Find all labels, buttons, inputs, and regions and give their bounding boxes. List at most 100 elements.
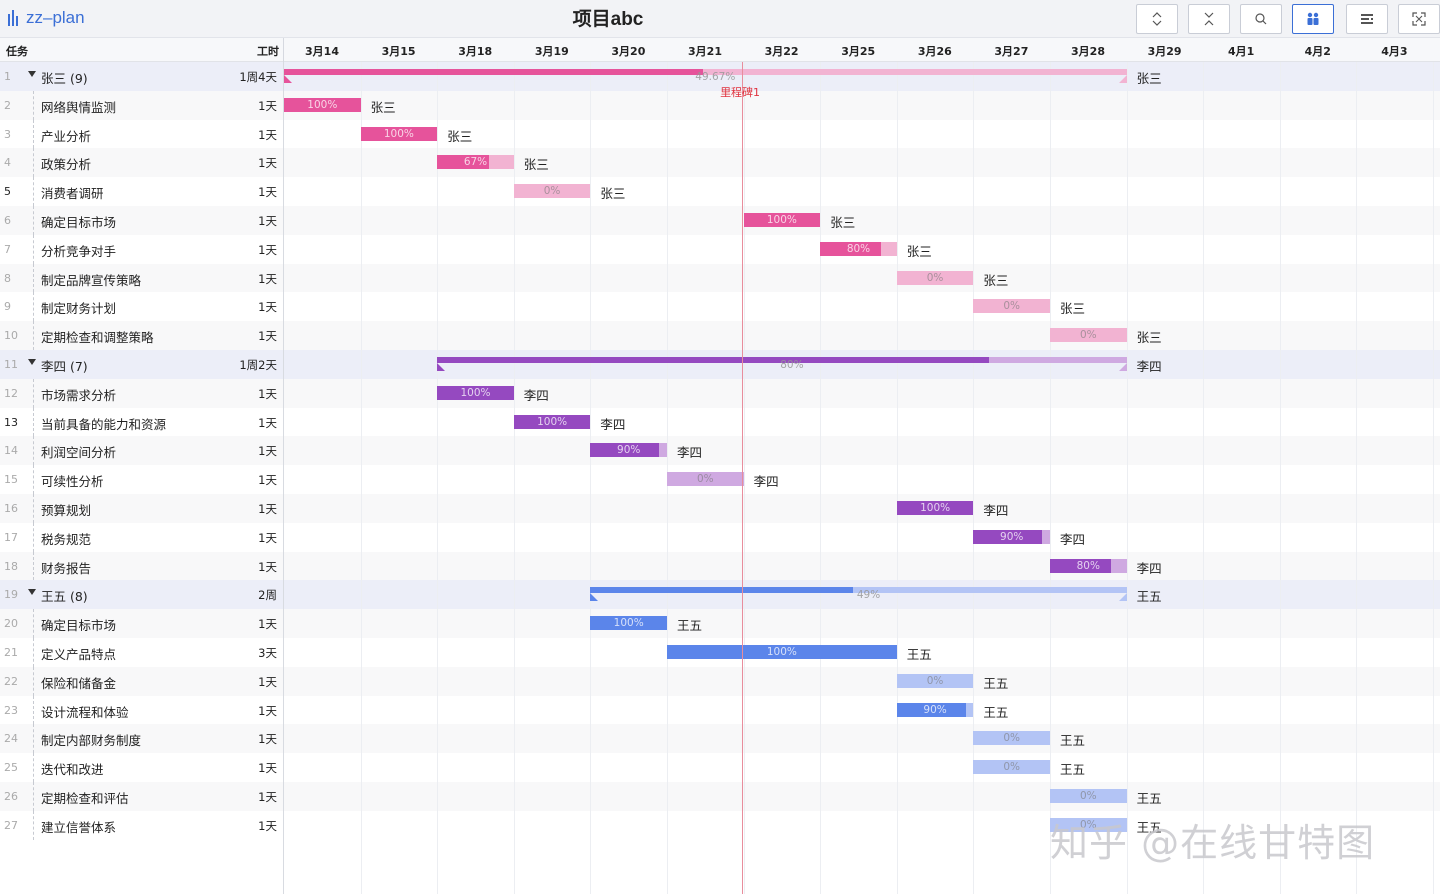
task-bar[interactable]: 0% — [1050, 328, 1127, 343]
group-name[interactable]: 王五 (8) — [41, 589, 88, 605]
task-bar[interactable]: 100% — [284, 97, 361, 112]
task-row[interactable]: 10 定期检查和调整策略 1天 — [0, 321, 283, 350]
task-bar[interactable]: 100% — [667, 645, 897, 659]
task-row[interactable]: 5 消费者调研 1天 — [0, 177, 283, 206]
task-row[interactable]: 20 确定目标市场 1天 — [0, 609, 283, 638]
date-header[interactable]: 3月15 — [381, 45, 416, 58]
task-name[interactable]: 确定目标市场 — [41, 215, 117, 230]
task-bar[interactable]: 100% — [437, 385, 514, 400]
task-row[interactable]: 24 制定内部财务制度 1天 — [0, 724, 283, 754]
task-bar[interactable]: 100% — [513, 414, 591, 429]
task-bar[interactable]: 0% — [896, 270, 974, 285]
task-name[interactable]: 制定内部财务制度 — [41, 733, 142, 749]
summary-bar[interactable] — [590, 587, 1127, 602]
group-name[interactable]: 张三 (9) — [41, 71, 88, 86]
task-bar[interactable]: 90% — [973, 529, 1050, 544]
search-button[interactable] — [1240, 4, 1282, 34]
task-column-header[interactable]: 任务 — [6, 45, 28, 58]
task-row[interactable]: 12 市场需求分析 1天 — [0, 378, 283, 408]
app-logo[interactable]: zz–plan — [8, 8, 85, 28]
task-bar[interactable]: 0% — [1050, 817, 1127, 832]
date-header[interactable]: 4月3 — [1381, 45, 1408, 58]
work-column-header[interactable]: 工时 — [257, 45, 279, 58]
date-header[interactable]: 3月14 — [305, 45, 339, 58]
task-bar[interactable]: 80% — [1050, 558, 1127, 573]
task-bar[interactable]: 0% — [1050, 789, 1127, 803]
task-name[interactable]: 财务报告 — [41, 560, 92, 576]
task-row[interactable]: 17 税务规范 1天 — [0, 522, 283, 552]
task-row[interactable]: 6 确定目标市场 1天 — [0, 206, 283, 235]
task-bar[interactable]: 100% — [896, 501, 974, 515]
collapse-all-button[interactable] — [1188, 4, 1230, 34]
task-bar[interactable]: 100% — [590, 616, 667, 631]
task-row[interactable]: 3 产业分析 1天 — [0, 119, 283, 149]
task-bar[interactable]: 100% — [360, 126, 438, 141]
task-row[interactable]: 13 当前具备的能力和资源 1天 — [0, 407, 283, 437]
fullscreen-button[interactable] — [1398, 4, 1440, 34]
task-name[interactable]: 预算规划 — [41, 503, 92, 518]
task-name[interactable]: 定义产品特点 — [41, 647, 117, 662]
date-header[interactable]: 3月27 — [994, 45, 1029, 58]
task-bar[interactable]: 80% — [820, 241, 897, 256]
task-name[interactable]: 利润空间分析 — [41, 445, 117, 461]
task-bar[interactable]: 90% — [896, 702, 974, 717]
task-row[interactable]: 16 预算规划 1天 — [0, 494, 283, 523]
caret-down-icon[interactable] — [28, 589, 36, 596]
group-row[interactable]: 19 王五 (8) 2周 — [0, 580, 283, 610]
expand-all-button[interactable] — [1136, 4, 1178, 34]
task-name[interactable]: 制定财务计划 — [41, 301, 117, 317]
task-row[interactable]: 25 迭代和改进 1天 — [0, 753, 283, 782]
date-header[interactable]: 3月19 — [534, 45, 569, 58]
resource-view-button[interactable] — [1292, 4, 1334, 34]
date-header[interactable]: 4月1 — [1228, 45, 1255, 58]
task-bar[interactable]: 0% — [513, 184, 591, 199]
task-name[interactable]: 政策分析 — [41, 157, 92, 173]
task-name[interactable]: 建立信誉体系 — [41, 819, 117, 835]
task-name[interactable]: 迭代和改进 — [41, 762, 104, 778]
date-header[interactable]: 3月26 — [917, 45, 952, 58]
task-bar[interactable]: 0% — [667, 472, 744, 487]
date-header[interactable]: 3月29 — [1147, 45, 1182, 58]
task-bar[interactable]: 67% — [437, 155, 514, 170]
task-row[interactable]: 8 制定品牌宣传策略 1天 — [0, 263, 283, 293]
task-row[interactable]: 27 建立信誉体系 1天 — [0, 810, 283, 840]
column-divider[interactable] — [283, 38, 284, 62]
task-bar[interactable]: 0% — [973, 760, 1050, 775]
date-header[interactable]: 3月21 — [688, 45, 722, 58]
date-header[interactable]: 3月22 — [764, 45, 799, 58]
caret-down-icon[interactable] — [28, 359, 36, 365]
group-name[interactable]: 李四 (7) — [41, 359, 88, 374]
task-name[interactable]: 税务规范 — [41, 531, 92, 547]
task-name[interactable]: 当前具备的能力和资源 — [41, 416, 167, 432]
task-row[interactable]: 15 可续性分析 1天 — [0, 465, 283, 494]
task-row[interactable]: 26 定期检查和评估 1天 — [0, 782, 283, 811]
task-bar[interactable]: 0% — [896, 673, 974, 688]
task-row[interactable]: 2 网络舆情监测 1天 — [0, 90, 283, 120]
task-bar[interactable]: 100% — [743, 213, 821, 227]
task-name[interactable]: 产业分析 — [41, 128, 92, 144]
group-row[interactable]: 1 张三 (9) 1周4天 — [0, 62, 283, 91]
summary-bar[interactable] — [437, 357, 1127, 371]
date-header[interactable]: 3月20 — [611, 45, 646, 58]
task-name[interactable]: 保险和储备金 — [41, 675, 117, 691]
task-name[interactable]: 定期检查和调整策略 — [41, 330, 154, 346]
task-row[interactable]: 23 设计流程和体验 1天 — [0, 695, 283, 725]
task-name[interactable]: 可续性分析 — [41, 474, 104, 490]
task-row[interactable]: 9 制定财务计划 1天 — [0, 292, 283, 322]
milestone-label[interactable]: 里程碑1 — [720, 86, 761, 99]
task-name[interactable]: 确定目标市场 — [41, 618, 117, 634]
task-row[interactable]: 4 政策分析 1天 — [0, 148, 283, 178]
task-bar[interactable]: 0% — [973, 299, 1050, 314]
columns-button[interactable] — [1346, 4, 1388, 34]
task-name[interactable]: 制定品牌宣传策略 — [41, 272, 142, 288]
caret-down-icon[interactable] — [28, 71, 36, 77]
task-name[interactable]: 定期检查和评估 — [41, 791, 129, 806]
task-bar[interactable]: 0% — [973, 731, 1050, 746]
date-header[interactable]: 3月25 — [841, 45, 876, 58]
task-name[interactable]: 消费者调研 — [41, 186, 104, 202]
task-name[interactable]: 市场需求分析 — [41, 387, 117, 403]
task-name[interactable]: 网络舆情监测 — [41, 99, 117, 115]
task-row[interactable]: 22 保险和储备金 1天 — [0, 666, 283, 696]
task-row[interactable]: 14 利润空间分析 1天 — [0, 436, 283, 466]
date-header[interactable]: 3月28 — [1071, 45, 1105, 58]
